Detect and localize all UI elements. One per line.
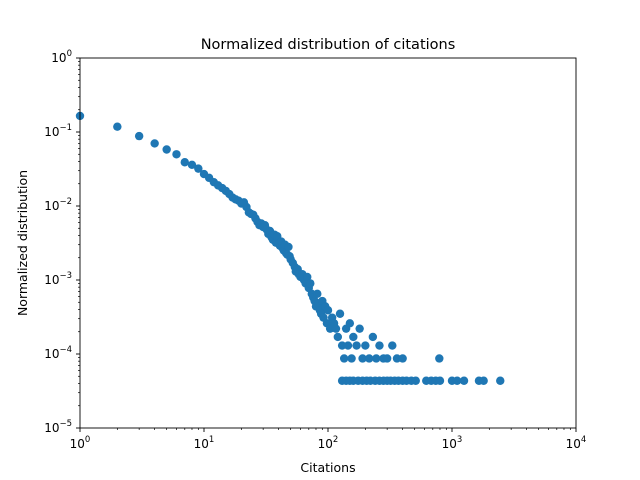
data-point bbox=[194, 164, 203, 173]
data-point bbox=[284, 242, 293, 252]
y-tick-label: 10−2 bbox=[44, 197, 72, 213]
data-point bbox=[435, 354, 444, 363]
y-tick-label: 10−1 bbox=[44, 123, 72, 139]
data-point bbox=[345, 319, 355, 328]
data-point bbox=[337, 341, 347, 350]
data-point bbox=[113, 122, 122, 131]
data-point bbox=[172, 150, 181, 159]
data-point bbox=[452, 376, 462, 385]
y-tick-label: 100 bbox=[51, 49, 72, 65]
data-point bbox=[339, 354, 349, 363]
data-point bbox=[365, 354, 374, 363]
data-point bbox=[368, 332, 378, 342]
data-point bbox=[479, 376, 488, 385]
x-tick-label: 104 bbox=[566, 435, 587, 451]
data-point bbox=[323, 306, 333, 315]
x-tick-label: 103 bbox=[442, 435, 463, 451]
data-point bbox=[398, 354, 407, 363]
data-point bbox=[355, 324, 364, 333]
data-point bbox=[388, 341, 397, 350]
data-point bbox=[352, 341, 361, 350]
data-point bbox=[313, 289, 322, 299]
x-tick-label: 100 bbox=[70, 435, 91, 451]
y-tick-label: 10−5 bbox=[44, 419, 72, 435]
data-point bbox=[343, 341, 353, 350]
data-point bbox=[162, 145, 171, 154]
data-point bbox=[150, 139, 159, 148]
data-point bbox=[435, 376, 445, 385]
data-point bbox=[347, 354, 356, 363]
data-point bbox=[306, 279, 315, 288]
data-point bbox=[459, 376, 469, 385]
data-point bbox=[382, 354, 392, 363]
data-point bbox=[187, 160, 197, 170]
x-tick-label: 101 bbox=[194, 435, 215, 451]
axis-ticks: 100 101 102 103 104 10−5 10−4 10−3 10−2 10−1 100 bbox=[44, 49, 586, 451]
y-tick-label: 10−3 bbox=[44, 271, 72, 287]
data-point bbox=[496, 376, 505, 385]
data-point bbox=[358, 354, 367, 363]
data-point bbox=[333, 332, 343, 342]
y-axis-label: Normalized distribution bbox=[15, 170, 30, 316]
data-point bbox=[411, 376, 420, 385]
chart-title: Normalized distribution of citations bbox=[201, 37, 456, 53]
data-points bbox=[75, 111, 505, 385]
data-point bbox=[349, 332, 358, 342]
data-point bbox=[375, 341, 384, 350]
data-point bbox=[180, 158, 189, 167]
data-point bbox=[303, 272, 312, 282]
data-point bbox=[361, 341, 370, 350]
data-point bbox=[335, 309, 345, 318]
x-axis-label: Citations bbox=[300, 460, 355, 475]
data-point bbox=[331, 324, 341, 333]
y-tick-label: 10−4 bbox=[44, 345, 72, 361]
data-point bbox=[134, 131, 144, 141]
data-point bbox=[372, 354, 381, 363]
x-tick-label: 102 bbox=[318, 435, 339, 451]
